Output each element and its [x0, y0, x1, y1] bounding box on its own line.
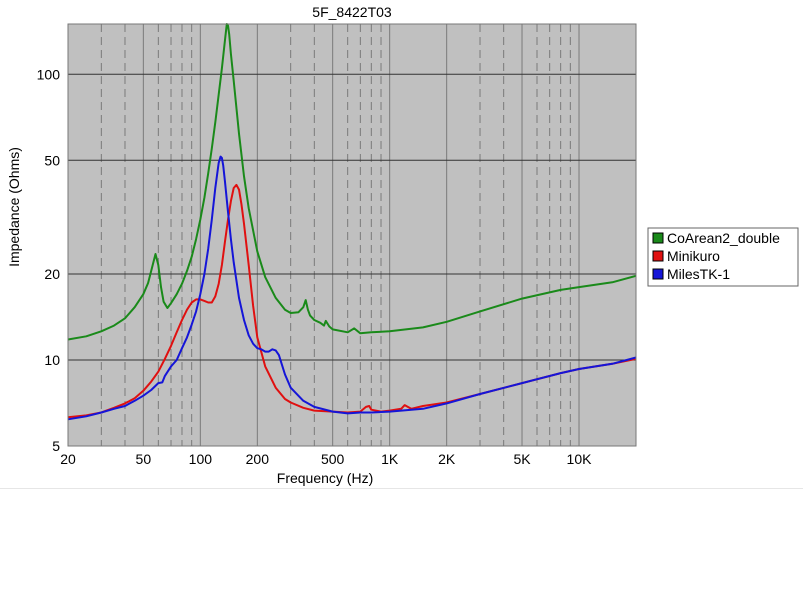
x-axis-title: Frequency (Hz): [277, 470, 373, 486]
x-tick-label: 5K: [513, 451, 531, 467]
legend-swatch: [652, 250, 664, 262]
y-tick-label: 20: [44, 266, 60, 282]
series-line-3: [67, 155, 637, 421]
legend-box: [647, 227, 799, 287]
plot-area: [67, 23, 637, 447]
x-tick-label: 500: [321, 451, 345, 467]
major-gridlines: [68, 24, 636, 446]
y-tick-labels: 5 10 20 50 100: [37, 66, 61, 454]
x-tick-label: 200: [246, 451, 270, 467]
plot-frame: [67, 23, 637, 447]
y-tick-label: 100: [37, 66, 61, 82]
legend-label: Minikuro: [667, 248, 720, 264]
x-tick-label: 10K: [567, 451, 593, 467]
legend-label: CoArean2_double: [667, 230, 780, 246]
minor-gridlines: [100, 24, 571, 446]
x-tick-labels: 20 50 100 200 500 1K 2K 5K 10K: [60, 451, 592, 467]
x-tick-label: 1K: [381, 451, 399, 467]
y-tick-label: 10: [44, 352, 60, 368]
x-tick-label: 20: [60, 451, 76, 467]
series-layer: [67, 23, 637, 421]
x-tick-label: 50: [136, 451, 152, 467]
x-tick-label: 2K: [438, 451, 456, 467]
y-tick-label: 50: [44, 152, 60, 168]
legend-swatch: [652, 232, 664, 244]
bottom-divider: [0, 488, 803, 489]
series-line-1: [67, 23, 637, 341]
chart-title: 5F_8422T03: [312, 4, 392, 20]
y-tick-label: 5: [52, 438, 60, 454]
legend-swatch: [652, 268, 664, 280]
legend: CoArean2_double Minikuro MilesTK-1: [647, 227, 799, 287]
x-tick-label: 100: [189, 451, 213, 467]
series-line-2: [67, 183, 637, 419]
legend-label: MilesTK-1: [667, 266, 730, 282]
y-axis-title: Impedance (Ohms): [6, 147, 22, 267]
